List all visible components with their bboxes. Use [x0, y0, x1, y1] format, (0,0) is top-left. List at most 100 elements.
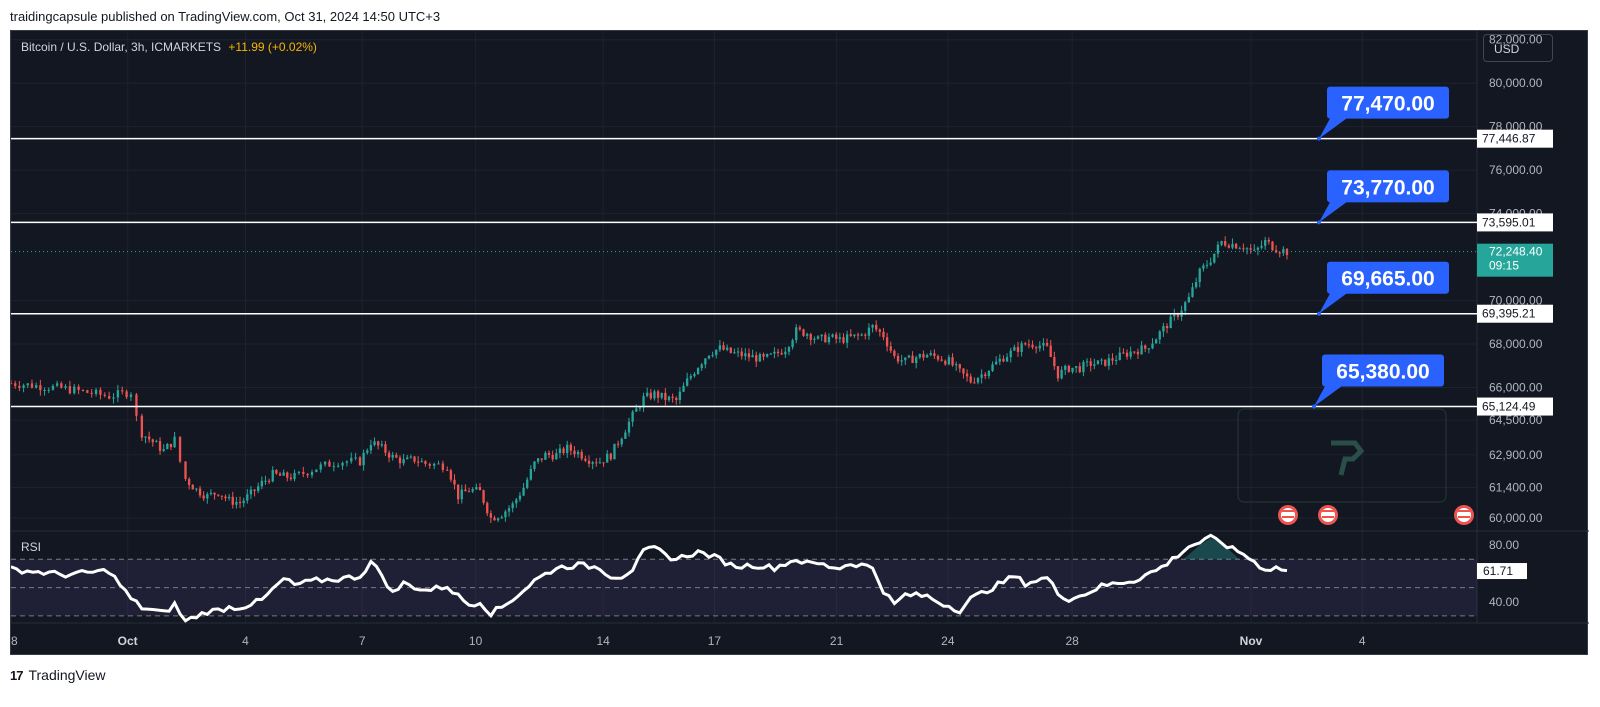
y-tick-label: 64,500.00	[1489, 413, 1543, 427]
candle-body	[1082, 362, 1085, 373]
candle-body	[602, 462, 605, 464]
candle-body	[755, 355, 758, 362]
candle-body	[310, 471, 314, 476]
candle-body	[1187, 296, 1191, 303]
candle-body	[1114, 359, 1118, 361]
candle-body	[323, 461, 327, 465]
candle-body	[1234, 243, 1238, 249]
candle-body	[1125, 352, 1129, 357]
callout-anchor	[1317, 136, 1321, 141]
candle-body	[475, 487, 478, 490]
candle-body	[606, 453, 609, 463]
candle-body	[60, 383, 63, 388]
candle-body	[155, 441, 158, 443]
candle-body	[271, 469, 274, 482]
currency-button[interactable]: USD	[1483, 34, 1553, 62]
candle-body	[649, 392, 652, 399]
candle-body	[350, 457, 353, 462]
candle-body	[125, 391, 128, 398]
candle-body	[345, 461, 349, 463]
candle-body	[733, 352, 736, 354]
candle-body	[904, 357, 907, 361]
candle-body	[373, 441, 376, 445]
candle-body	[616, 443, 620, 445]
candle-body	[1020, 343, 1023, 353]
candle-body	[11, 383, 13, 385]
candle-body	[791, 340, 794, 348]
candle-body	[68, 386, 72, 394]
candle-body	[576, 451, 580, 455]
candle-body	[947, 357, 951, 365]
candle-body	[965, 373, 969, 377]
candle-body	[831, 334, 834, 337]
candle-body	[707, 355, 711, 359]
candle-body	[1158, 331, 1161, 340]
candle-body	[1031, 344, 1034, 348]
candle-body	[460, 489, 463, 500]
callout-pointer	[1319, 200, 1349, 223]
candle-body	[1227, 245, 1230, 248]
candle-body	[260, 480, 263, 487]
x-tick-label: 4	[1359, 634, 1366, 648]
candle-body	[1224, 241, 1227, 246]
candle-body	[675, 397, 678, 401]
candle-body	[918, 354, 921, 358]
candle-body	[235, 502, 238, 505]
candle-body	[871, 324, 874, 328]
candle-body	[231, 496, 234, 505]
candle-body	[1107, 358, 1111, 366]
candle-body	[1049, 345, 1052, 358]
candle-body	[395, 454, 398, 458]
candle-body	[22, 385, 25, 388]
candle-body	[90, 392, 93, 394]
chart-panel[interactable]: 82,000.0080,000.0078,000.0076,000.0074,0…	[10, 30, 1589, 656]
candle-body	[35, 385, 38, 388]
candle-body	[951, 357, 954, 366]
candle-body	[933, 353, 936, 356]
candle-body	[1274, 250, 1278, 253]
countdown-label: 09:15	[1489, 259, 1519, 273]
candle-body	[489, 513, 493, 518]
candle-body	[1147, 348, 1151, 350]
candle-body	[824, 334, 827, 343]
candle-body	[1002, 358, 1005, 362]
candle-body	[224, 496, 227, 499]
candle-body	[43, 389, 46, 391]
level-price-label-bg	[1477, 129, 1553, 148]
candle-body	[1209, 262, 1212, 265]
level-price-label: 73,595.01	[1482, 215, 1536, 229]
candle-body	[1093, 364, 1096, 366]
level-price-label-bg	[1477, 397, 1553, 416]
candle-body	[147, 436, 151, 440]
candle-body	[1191, 287, 1194, 297]
candle-body	[536, 458, 540, 462]
candle-body	[547, 452, 551, 455]
price-chart[interactable]: 82,000.0080,000.0078,000.0076,000.0074,0…	[11, 31, 1589, 656]
x-tick-label: 4	[242, 634, 249, 648]
x-tick-label: 28	[11, 634, 18, 648]
candle-body	[842, 337, 845, 343]
callout-label: 73,770.00	[1341, 176, 1434, 199]
candle-body	[802, 329, 805, 336]
candle-body	[653, 391, 656, 399]
candle-body	[980, 374, 983, 379]
candle-body	[362, 452, 365, 466]
candle-body	[1144, 345, 1147, 349]
callout-label: 65,380.00	[1336, 361, 1429, 384]
candle-body	[1067, 365, 1071, 372]
candle-body	[1220, 241, 1223, 245]
candle-body	[580, 451, 583, 459]
candle-body	[1129, 351, 1132, 357]
candle-body	[729, 347, 732, 353]
candle-body	[1151, 343, 1154, 349]
candle-body	[642, 396, 645, 408]
candle-body	[711, 354, 714, 356]
candle-body	[278, 473, 282, 476]
footer-brand[interactable]: TradingView	[28, 667, 106, 683]
candle-body	[613, 443, 616, 460]
callout-anchor	[1317, 311, 1321, 316]
candle-body	[482, 490, 485, 503]
candle-body	[453, 479, 456, 485]
candle-body	[282, 472, 285, 476]
candle-body	[566, 444, 569, 454]
